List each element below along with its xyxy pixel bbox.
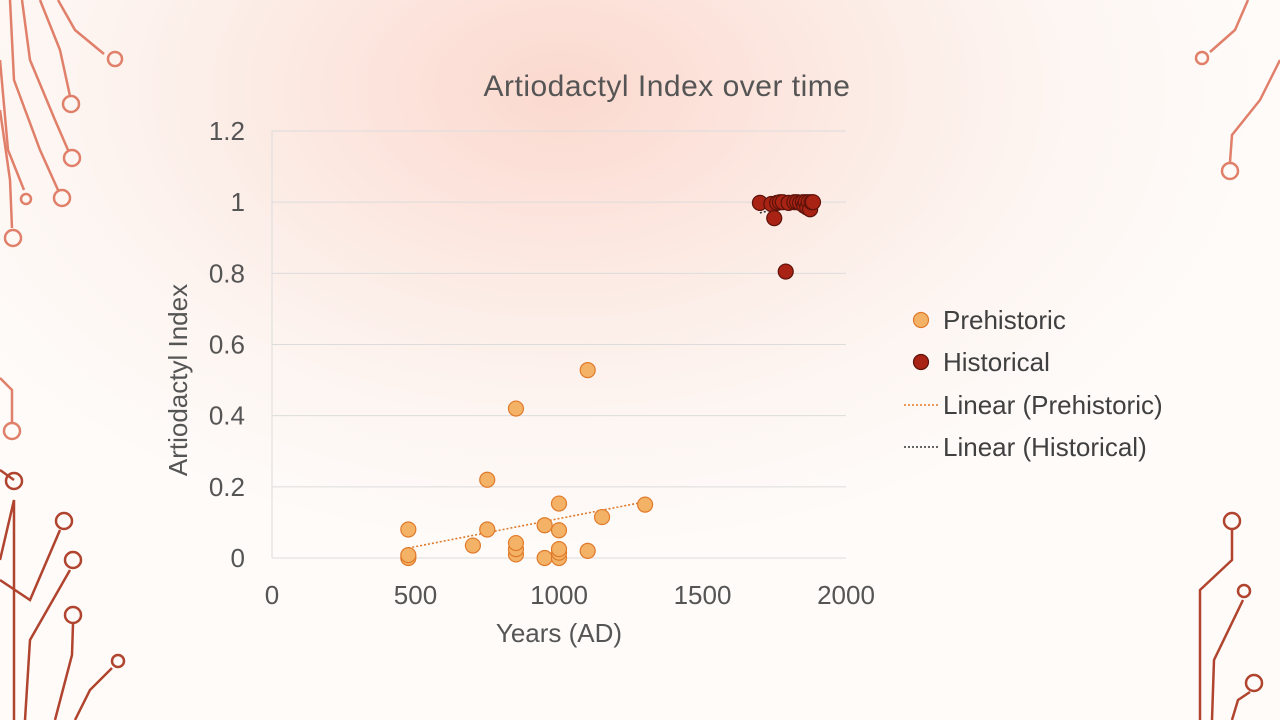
point-prehistoric-4 (479, 521, 496, 538)
point-historical-2 (766, 210, 783, 227)
point-prehistoric-10 (536, 549, 553, 567)
point-prehistoric-19 (593, 508, 611, 526)
point-prehistoric-18 (579, 362, 596, 379)
y-tick-label-3: 0.6 (209, 330, 245, 360)
trendline-linear-prehistoric (408, 500, 646, 549)
x-tick-label-1: 500 (394, 580, 437, 610)
point-prehistoric-8 (507, 534, 525, 552)
point-prehistoric-17 (579, 542, 596, 559)
y-axis-title: Artiodactyl Index (163, 284, 193, 476)
y-tick-label-1: 0.2 (209, 472, 245, 502)
x-tick-label-0: 0 (265, 580, 279, 610)
legend-label-historical: Historical (943, 347, 1050, 377)
y-axis-ticks: 0 0.2 0.4 0.6 0.8 1 1.2 (209, 116, 245, 573)
point-prehistoric-16 (550, 495, 568, 512)
data-points (400, 194, 822, 567)
legend-label-prehistoric: Prehistoric (943, 305, 1066, 335)
point-prehistoric-9 (507, 400, 525, 417)
x-tick-label-4: 2000 (817, 580, 875, 610)
point-prehistoric-15 (550, 522, 568, 539)
point-prehistoric-20 (636, 496, 654, 513)
legend-label-linear-prehistoric: Linear (Prehistoric) (943, 390, 1163, 420)
legend-label-linear-historical: Linear (Historical) (943, 432, 1147, 462)
x-axis-title: Years (AD) (496, 618, 622, 648)
y-tick-label-6: 1.2 (209, 116, 245, 146)
point-historical-18 (804, 194, 822, 211)
y-tick-label-2: 0.4 (209, 401, 245, 431)
point-historical-6 (777, 263, 794, 280)
legend-marker-prehistoric (912, 311, 930, 329)
point-prehistoric-2 (400, 521, 417, 538)
y-tick-label-4: 0.8 (209, 258, 245, 288)
point-prehistoric-5 (479, 471, 496, 488)
y-tick-label-0: 0 (231, 543, 245, 573)
trendlines (408, 199, 814, 549)
x-tick-label-2: 1000 (530, 580, 588, 610)
legend-marker-historical (912, 353, 930, 371)
x-axis-ticks: 0 500 1000 1500 2000 (265, 580, 875, 610)
point-prehistoric-3 (464, 537, 481, 554)
y-tick-label-5: 1 (231, 187, 245, 217)
legend: Prehistoric Historical Linear (Prehistor… (904, 305, 1163, 462)
x-tick-label-3: 1500 (674, 580, 732, 610)
point-prehistoric-14 (550, 541, 568, 558)
point-prehistoric-11 (536, 517, 553, 534)
chart-title: Artiodactyl Index over time (484, 70, 851, 103)
point-prehistoric-1 (400, 547, 417, 564)
